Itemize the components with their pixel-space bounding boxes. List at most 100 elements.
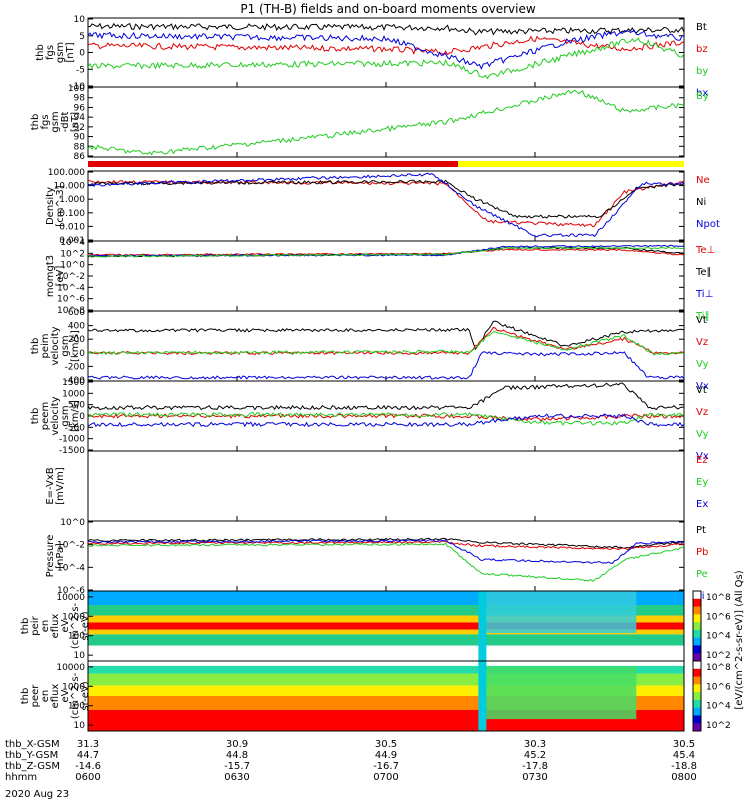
panel-frame — [87, 310, 685, 382]
ylabel-line: gsm — [55, 42, 66, 63]
colorbar-segment — [693, 622, 701, 631]
ephemeris-value: -16.7 — [373, 761, 399, 772]
series-Pt — [87, 537, 685, 549]
legend-Vz: Vz — [696, 337, 708, 348]
ytick-label: 90 — [74, 133, 86, 143]
panel-ylabel: Pressure[nPa] — [45, 535, 66, 578]
ytick-label: 5 — [79, 32, 85, 42]
colorbar-segment — [693, 637, 701, 646]
ephemeris-value: 0730 — [522, 772, 547, 783]
legend-Vy: Vy — [696, 429, 709, 440]
series-Ni — [87, 179, 685, 219]
series-Vz — [87, 326, 685, 356]
ephemeris-value: -17.8 — [522, 761, 548, 772]
colorbar-segment — [693, 676, 701, 685]
ytick-label: -1000 — [59, 435, 85, 445]
ephemeris-value: -14.6 — [75, 761, 101, 772]
series-Vt — [87, 320, 685, 351]
ytick-label: 1500 — [62, 378, 85, 388]
colorbar-segment — [693, 653, 701, 662]
ytick-label: 10^-6 — [57, 295, 85, 305]
panel-10: thbpeerenefluxeV(cm^2-s-sr-eV)1000010001… — [20, 660, 685, 732]
ylabel-line: momgt3 — [45, 255, 56, 297]
colorbar-segment — [693, 598, 701, 608]
ytick-label: -400 — [65, 376, 86, 386]
panel-frame — [87, 450, 685, 522]
spectrogram-band — [88, 634, 684, 646]
legend-by: by — [696, 66, 708, 77]
ytick-label: 1.000 — [59, 195, 85, 205]
ytick-label: 10 — [74, 721, 86, 731]
ylabel-line: eflux — [50, 684, 61, 709]
series-Ti∥ — [87, 246, 685, 258]
ytick-label: 10.000 — [54, 182, 86, 192]
ephemeris-value: 45.4 — [673, 750, 695, 761]
panel-5: thbpeimvelocitygsm[km/s] 600 400 200 0 -200 -4… — [30, 308, 709, 392]
panel-ylabel: thbpeimvelocitygsm[km/s] — [30, 326, 81, 365]
colorbar-segment — [693, 723, 701, 732]
ytick-label: 10^-2 — [57, 272, 85, 282]
ylabel-line: Pressure — [45, 535, 56, 578]
ytick-label: -5 — [76, 65, 85, 75]
ytick-label: 0.010 — [59, 222, 85, 232]
ylabel-line: thb — [35, 44, 46, 61]
panel-ylabel: Density[cm^-3] — [45, 185, 66, 226]
ephemeris-value: 0800 — [671, 772, 696, 783]
ytick-label: 94 — [74, 113, 86, 123]
ytick-label: 100 — [68, 84, 85, 94]
ephemeris-row-label: thb_X-GSM — [5, 739, 60, 750]
series-Pe — [87, 542, 685, 582]
ytick-label: 10^-6 — [57, 586, 85, 596]
ylabel-line: peir — [30, 615, 41, 635]
ephemeris-value: 45.2 — [524, 750, 546, 761]
ylabel-line: peem — [40, 402, 51, 430]
colorbar-segment — [693, 606, 701, 615]
panel-frame — [87, 660, 685, 732]
ylabel-line: velocity — [50, 326, 61, 365]
series-By — [87, 89, 685, 156]
ytick-label: 0 — [79, 412, 85, 422]
ytick-label: 500 — [68, 401, 85, 411]
spectrogram-band — [88, 661, 684, 666]
series-by — [87, 37, 685, 80]
panel-9: thbpeirenefluxeV(cm^2-s-sr-eV)1000010001… — [20, 590, 685, 662]
legend-Vx: Vx — [696, 451, 709, 462]
legend-Npot: Npot — [696, 219, 720, 230]
ylabel-line: [cm^-3] — [55, 185, 66, 226]
colorbar-segment — [693, 707, 701, 716]
ylabel-line: [km/s] — [70, 400, 81, 432]
ephemeris-value: 44.9 — [375, 750, 397, 761]
ylabel-line: en — [40, 620, 51, 633]
ylabel-line: thb — [30, 408, 41, 425]
ylabel-line: eflux — [50, 614, 61, 639]
ephemeris-row-label: thb_Y-GSM — [5, 750, 58, 761]
spectrogram-band — [88, 645, 684, 661]
panel-ylabel: thbpeerenefluxeV(cm^2-s-sr-eV) — [20, 672, 91, 719]
panel-8: Pressure[nPa]10^010^-210^-410^-6PtPbPePi — [45, 518, 708, 602]
ylabel-line: (cm^2-s- — [70, 672, 81, 719]
ytick-label: 0 — [79, 49, 85, 59]
legend-Bt: Bt — [696, 22, 707, 33]
panel-frame — [87, 86, 685, 158]
spectrogram-interval — [481, 666, 637, 720]
ylabel-line: [km/s] — [70, 330, 81, 362]
ytick-label: 10000 — [56, 663, 85, 673]
colorbar-tick-label: 10^8 — [706, 663, 731, 673]
ytick-label: 10^4 — [60, 238, 85, 248]
legend-Pt: Pt — [696, 525, 706, 536]
mode-status-bar — [88, 161, 684, 167]
ylabel-line: [eV] — [55, 266, 66, 287]
colorbar-segment — [693, 684, 701, 693]
ytick-label: 100 — [68, 702, 85, 712]
ephemeris-value: 44.7 — [77, 750, 99, 761]
colorbar-segment — [693, 591, 701, 600]
ylabel-line: sr-eV) — [80, 611, 91, 640]
ylabel-line: fgs — [40, 114, 51, 129]
ylabel-line: [nT] — [65, 42, 76, 62]
ytick-label: 100.000 — [48, 168, 85, 178]
colorbar-frame — [692, 660, 702, 732]
ytick-label: -500 — [65, 423, 86, 433]
